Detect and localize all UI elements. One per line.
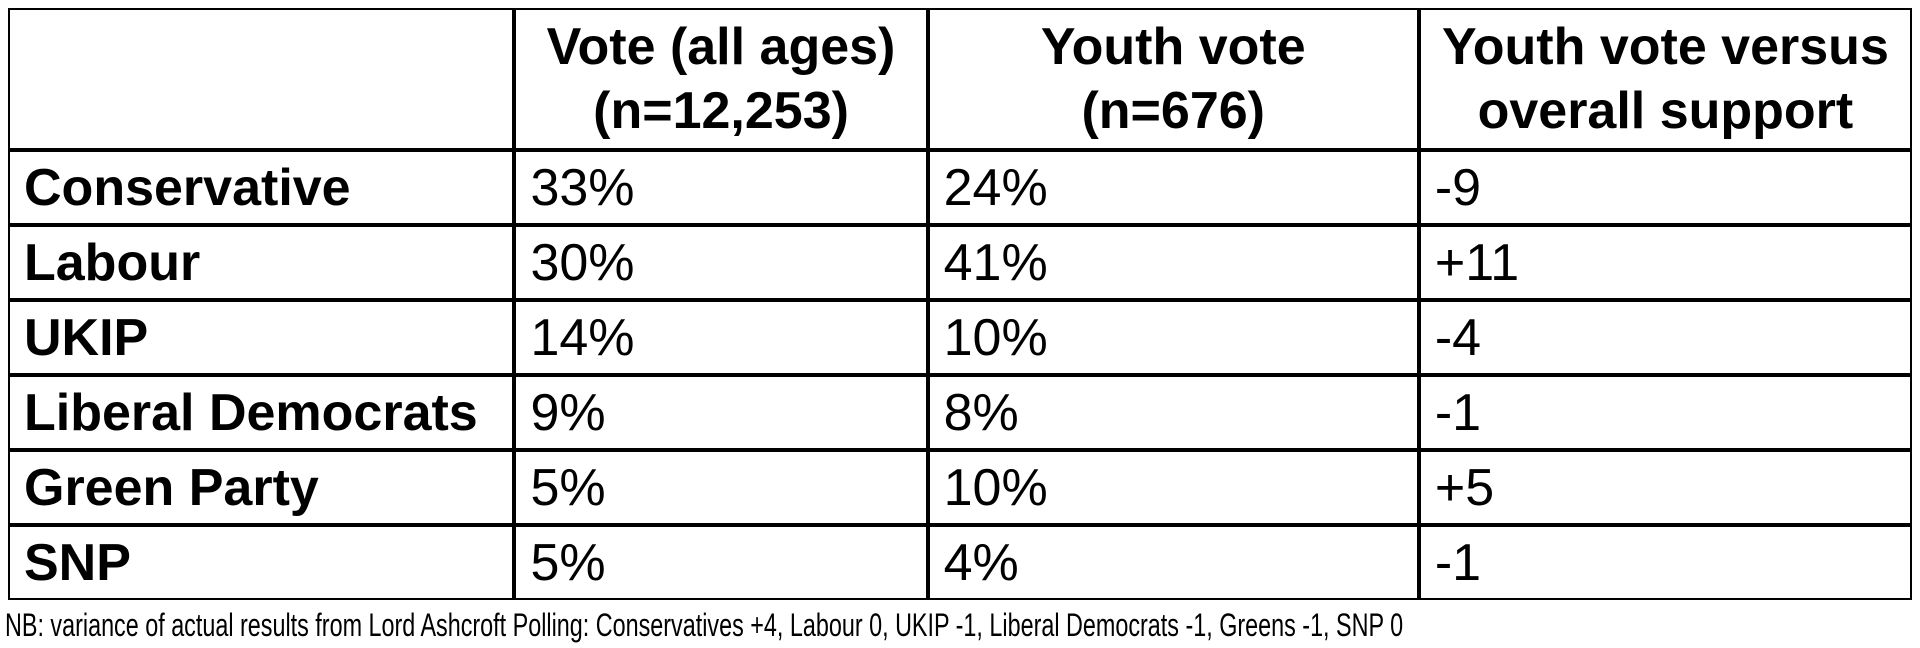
column-header-all-ages-line1: Vote (all ages) xyxy=(546,18,896,76)
column-header-variance-line2: overall support xyxy=(1477,82,1854,140)
party-name-cell: Liberal Democrats xyxy=(8,375,515,450)
results-table: Vote (all ages) (n=12,253) Youth vote (n… xyxy=(8,8,1912,600)
table-row-snp: SNP 5% 4% -1 xyxy=(8,525,1912,600)
variance-cell: -4 xyxy=(1418,300,1912,375)
all-ages-vote-cell: 30% xyxy=(514,225,928,300)
table-row-green-party: Green Party 5% 10% +5 xyxy=(8,450,1912,525)
table-row-conservative: Conservative 33% 24% -9 xyxy=(8,150,1912,225)
youth-vote-cell: 41% xyxy=(927,225,1419,300)
table-row-liberal-democrats: Liberal Democrats 9% 8% -1 xyxy=(8,375,1912,450)
all-ages-vote-cell: 5% xyxy=(514,525,928,600)
party-name-cell: Conservative xyxy=(8,150,515,225)
all-ages-vote-cell: 9% xyxy=(514,375,928,450)
column-header-youth-vote-line1: Youth vote xyxy=(1040,18,1306,76)
party-name-cell: Green Party xyxy=(8,450,515,525)
column-header-variance: Youth vote versus overall support xyxy=(1418,8,1912,150)
youth-vote-cell: 10% xyxy=(927,300,1419,375)
table-row-labour: Labour 30% 41% +11 xyxy=(8,225,1912,300)
column-header-party xyxy=(8,8,515,150)
table-row-ukip: UKIP 14% 10% -4 xyxy=(8,300,1912,375)
column-header-youth-vote-line2: (n=676) xyxy=(1081,82,1265,140)
all-ages-vote-cell: 33% xyxy=(514,150,928,225)
party-name-cell: Labour xyxy=(8,225,515,300)
column-header-all-ages: Vote (all ages) (n=12,253) xyxy=(514,8,928,150)
youth-vote-cell: 8% xyxy=(927,375,1419,450)
variance-cell: +11 xyxy=(1418,225,1912,300)
party-name-cell: SNP xyxy=(8,525,515,600)
header-row: Vote (all ages) (n=12,253) Youth vote (n… xyxy=(8,8,1912,150)
variance-cell: -1 xyxy=(1418,525,1912,600)
footnote: NB: variance of actual results from Lord… xyxy=(5,605,1912,645)
youth-vote-cell: 10% xyxy=(927,450,1419,525)
variance-cell: -1 xyxy=(1418,375,1912,450)
youth-vote-cell: 24% xyxy=(927,150,1419,225)
variance-cell: +5 xyxy=(1418,450,1912,525)
variance-cell: -9 xyxy=(1418,150,1912,225)
footnote-text: NB: variance of actual results from Lord… xyxy=(5,607,1404,643)
all-ages-vote-cell: 5% xyxy=(514,450,928,525)
youth-vote-cell: 4% xyxy=(927,525,1419,600)
column-header-all-ages-line2: (n=12,253) xyxy=(593,82,849,140)
all-ages-vote-cell: 14% xyxy=(514,300,928,375)
party-name-cell: UKIP xyxy=(8,300,515,375)
column-header-variance-line1: Youth vote versus xyxy=(1441,18,1889,76)
column-header-youth-vote: Youth vote (n=676) xyxy=(927,8,1419,150)
